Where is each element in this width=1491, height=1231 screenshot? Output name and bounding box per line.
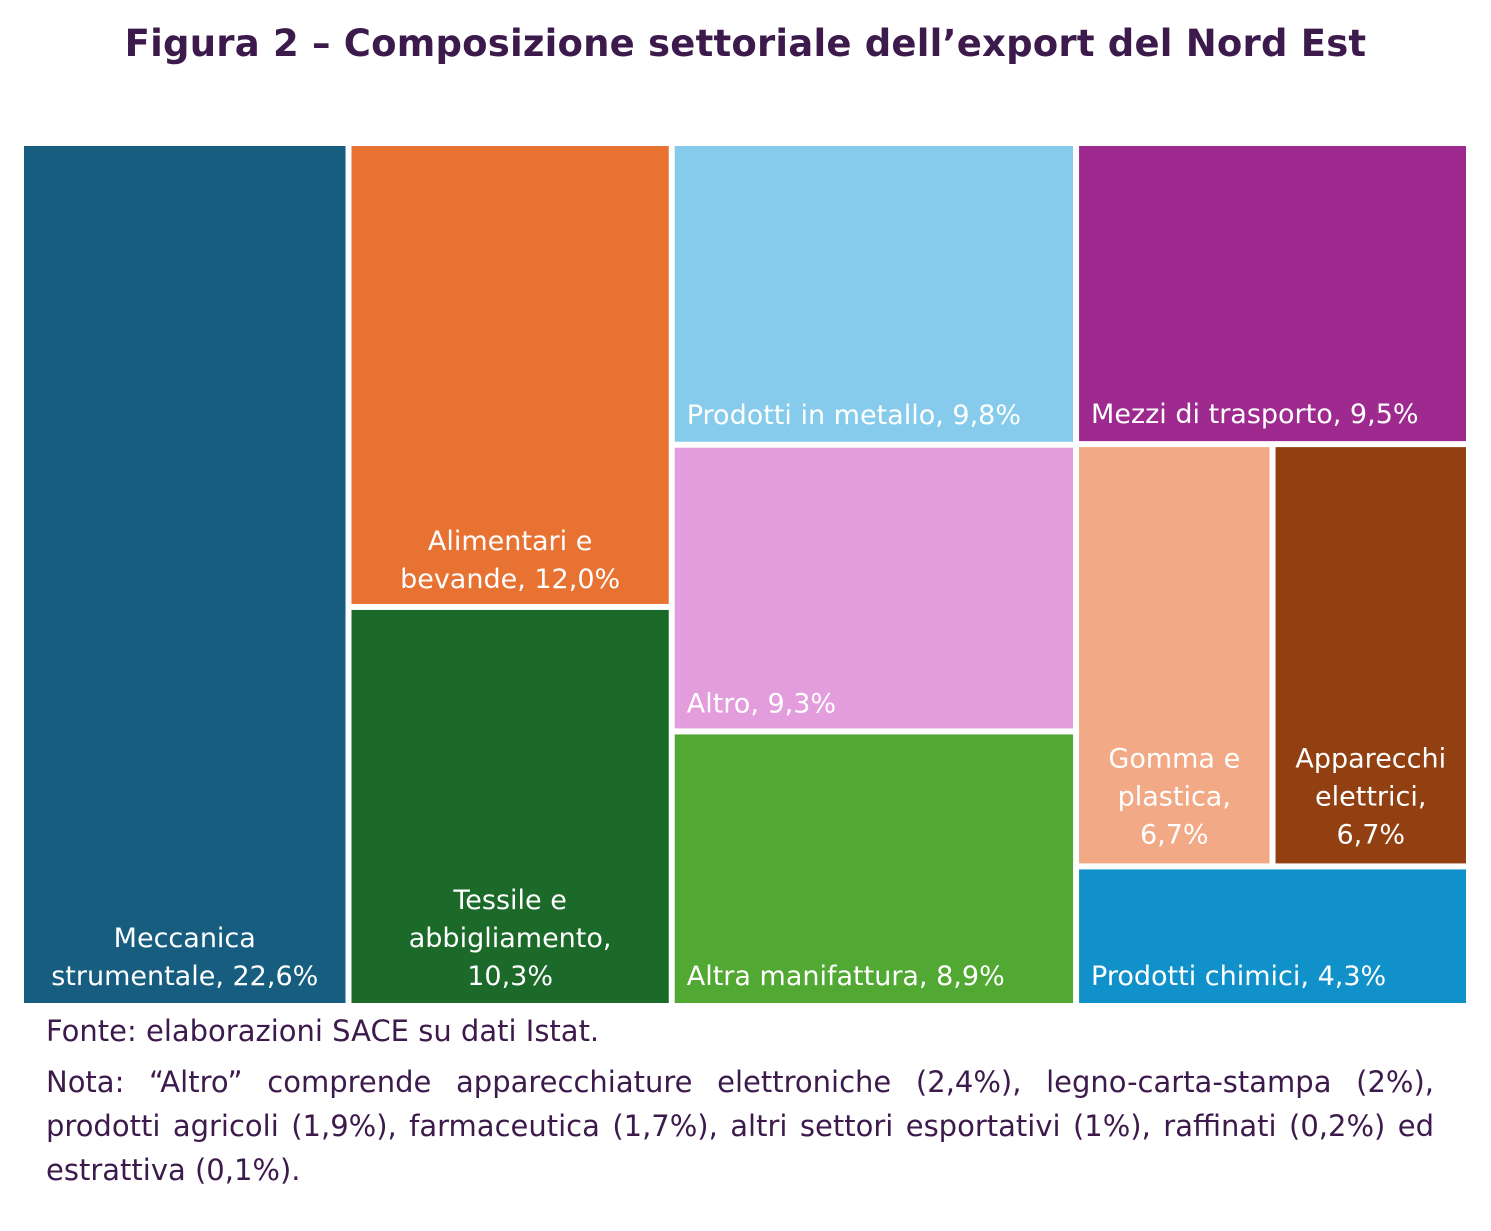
tile-alimentari-e-bevande: [351, 146, 669, 604]
tile-label-mezzi-di-trasporto: Mezzi di trasporto, 9,5%: [1091, 399, 1418, 430]
tile-meccanica-strumentale: [24, 146, 346, 1003]
tile-altro: [674, 447, 1074, 729]
tile-prodotti-chimici: [1079, 869, 1466, 1003]
tile-label-apparecchi-elettrici: Apparecchi elettrici, 6,7%: [1295, 743, 1446, 850]
tile-label-line: Alimentari e: [428, 526, 592, 557]
tile-label-line: bevande, 12,0%: [400, 564, 620, 595]
tile-label-gomma-e-plastica: Gomma e plastica, 6,7%: [1108, 743, 1240, 850]
source-note: Fonte: elaborazioni SACE su dati Istat.: [46, 1014, 600, 1048]
tile-prodotti-in-metallo: [674, 146, 1074, 442]
tile-label-line: plastica,: [1118, 781, 1231, 812]
tile-label-line: abbigliamento,: [409, 923, 612, 954]
tile-label-line: Prodotti in metallo, 9,8%: [687, 400, 1021, 431]
tile-altra-manifattura: [674, 734, 1074, 1003]
tile-apparecchi-elettrici: [1275, 447, 1466, 864]
tile-label-meccanica-strumentale: Meccanica strumentale, 22,6%: [51, 923, 318, 992]
tile-label-prodotti-in-metallo: Prodotti in metallo, 9,8%: [687, 400, 1021, 431]
tile-label-prodotti-chimici: Prodotti chimici, 4,3%: [1091, 961, 1386, 992]
tile-label-line: Gomma e: [1108, 743, 1240, 774]
tile-label-altra-manifattura: Altra manifattura, 8,9%: [687, 961, 1005, 992]
tile-label-line: Meccanica: [114, 923, 256, 954]
tile-label-line: Altra manifattura, 8,9%: [687, 961, 1005, 992]
tile-label-line: Altro, 9,3%: [687, 688, 836, 719]
tile-mezzi-di-trasporto: [1079, 146, 1466, 442]
tile-label-line: 10,3%: [467, 961, 553, 992]
tile-label-line: Prodotti chimici, 4,3%: [1091, 961, 1386, 992]
chart-title: Figura 2 – Composizione settoriale dell’…: [124, 22, 1367, 65]
tile-label-line: 6,7%: [1336, 819, 1405, 850]
tile-label-altro: Altro, 9,3%: [687, 688, 836, 719]
tile-tessile-e-abbigliamento: [351, 609, 669, 1003]
tile-label-line: strumentale, 22,6%: [51, 961, 318, 992]
tile-label-line: Mezzi di trasporto, 9,5%: [1091, 399, 1418, 430]
tile-label-line: 6,7%: [1140, 819, 1209, 850]
tile-label-line: Tessile e: [452, 885, 566, 916]
tile-gomma-e-plastica: [1079, 447, 1270, 864]
footnote: Nota: “Altro” comprende apparecchiature …: [46, 1065, 1434, 1187]
tile-label-alimentari-e-bevande: Alimentari e bevande, 12,0%: [400, 526, 620, 595]
tile-label-line: elettrici,: [1315, 781, 1426, 812]
tile-label-line: Apparecchi: [1295, 743, 1446, 774]
tile-label-tessile-e-abbigliamento: Tessile e abbigliamento, 10,3%: [409, 885, 612, 992]
